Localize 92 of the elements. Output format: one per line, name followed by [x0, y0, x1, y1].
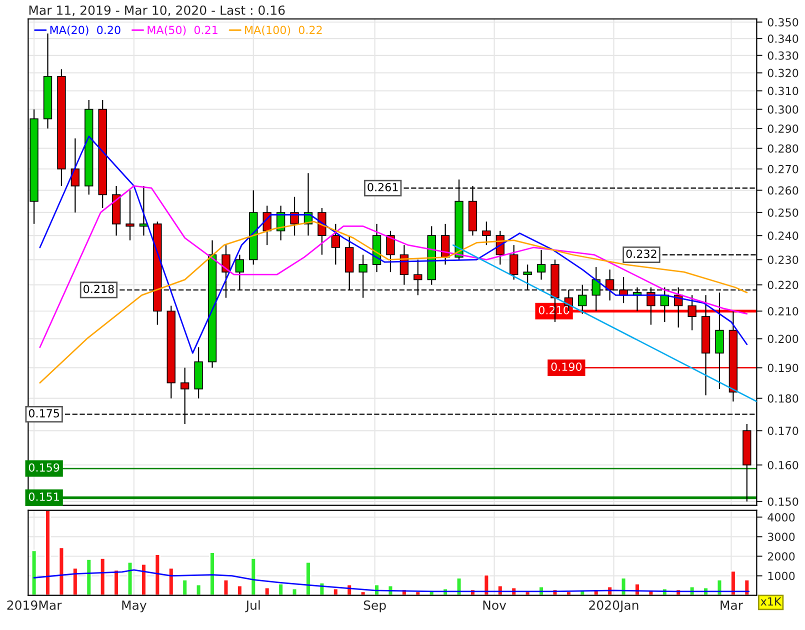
- candlestick: [126, 190, 134, 241]
- x-tick-label: May: [122, 600, 146, 612]
- y-tick-label: 0.320: [768, 68, 798, 78]
- bar: [332, 588, 339, 596]
- x-tick-label: Nov: [483, 600, 506, 610]
- bar: [305, 561, 312, 596]
- y-tick-label: 0.260: [768, 186, 798, 195]
- bar: [86, 558, 92, 596]
- bar: [99, 558, 106, 596]
- y-tick-label: 0.220: [768, 280, 798, 290]
- y-tick-label: 0.200: [768, 334, 798, 344]
- candlestick: [386, 230, 395, 273]
- bar: [140, 563, 147, 596]
- y-tick-label: 0.280: [768, 144, 798, 153]
- text: x1K: [760, 597, 782, 606]
- y-tick-label: 0.150: [768, 497, 798, 506]
- y-tick-label: 0.180: [768, 394, 798, 403]
- x-tick-label: 2020Jan: [589, 600, 638, 612]
- bar: [278, 582, 284, 596]
- y-tick-label: 0.190: [768, 364, 798, 372]
- ref-line-label: 0.261: [368, 182, 398, 192]
- candlestick: [414, 259, 422, 296]
- legend-label: MA(50) 0.21: [148, 26, 218, 36]
- bar: [222, 579, 230, 596]
- candlestick: [646, 286, 656, 326]
- candlestick: [605, 269, 614, 301]
- ref-line-label: 0.190: [551, 362, 582, 371]
- bar: [374, 584, 380, 596]
- y-tick-label: 0.230: [768, 256, 798, 264]
- chart-title: Mar 11, 2019 - Mar 10, 2020 - Last : 0.16: [29, 5, 285, 16]
- bar: [44, 510, 51, 596]
- bar: [182, 579, 188, 596]
- candlestick: [688, 294, 696, 331]
- legend-label: MA(100) 0.22: [245, 26, 322, 36]
- y-tick-label: 0.160: [768, 460, 798, 470]
- y-tick-label: 2000: [768, 552, 795, 561]
- ref-line-label: 0.159: [28, 463, 60, 472]
- line-series: [39, 136, 748, 354]
- line-series: [39, 185, 748, 348]
- candlestick: [180, 367, 190, 425]
- bar: [58, 546, 65, 596]
- bar: [236, 584, 243, 596]
- bar: [113, 569, 120, 596]
- candlestick: [331, 223, 340, 266]
- ref-line-label: 0.175: [28, 409, 60, 418]
- candlestick: [290, 196, 299, 236]
- legend-label: MA(20) 0.20: [50, 26, 120, 36]
- candlestick: [578, 284, 587, 314]
- x-tick-label: Mar: [720, 600, 744, 610]
- y-tick-label: 0.290: [768, 124, 798, 133]
- bar: [126, 561, 134, 596]
- bar: [291, 588, 298, 596]
- bar: [168, 567, 174, 596]
- y-tick-label: 0.240: [768, 232, 798, 240]
- y-tick-label: 0.330: [768, 51, 798, 60]
- ref-line-label: 0.151: [28, 492, 59, 501]
- y-tick-label: 0.270: [768, 164, 798, 174]
- candlestick: [536, 249, 546, 280]
- ref-line-label: 0.218: [84, 284, 114, 294]
- candlestick: [592, 266, 600, 312]
- y-tick-label: 3000: [768, 532, 795, 542]
- candlestick: [482, 221, 491, 246]
- y-tick-label: 1000: [768, 572, 795, 580]
- bar: [360, 590, 366, 596]
- y-tick-label: 0.310: [768, 86, 798, 96]
- candlestick: [715, 292, 724, 390]
- bar: [264, 586, 270, 596]
- bar: [72, 567, 78, 596]
- y-tick-label: 0.170: [768, 426, 798, 436]
- bar: [195, 584, 202, 596]
- candlestick: [235, 254, 244, 291]
- y-tick-label: 0.350: [768, 18, 798, 27]
- bar: [730, 570, 736, 596]
- x-tick-label: Jul: [245, 600, 260, 612]
- bar: [30, 550, 38, 596]
- y-tick-label: 4000: [768, 513, 795, 522]
- y-tick-label: 0.250: [768, 208, 798, 217]
- line-series: [39, 220, 748, 384]
- ref-line-label: 0.232: [626, 250, 656, 258]
- candlestick: [523, 264, 532, 291]
- bar: [154, 554, 161, 596]
- candlestick: [510, 244, 518, 280]
- bar: [209, 552, 216, 596]
- x-tick-label: 2019Mar: [7, 600, 62, 610]
- x-tick-label: Sep: [364, 600, 386, 612]
- candlestick: [222, 244, 230, 298]
- y-tick-label: 0.340: [768, 34, 798, 43]
- candlestick: [70, 138, 80, 214]
- y-tick-label: 0.300: [768, 105, 798, 114]
- y-tick-label: 0.210: [768, 307, 798, 316]
- bar: [250, 558, 257, 596]
- candlestick: [358, 254, 368, 298]
